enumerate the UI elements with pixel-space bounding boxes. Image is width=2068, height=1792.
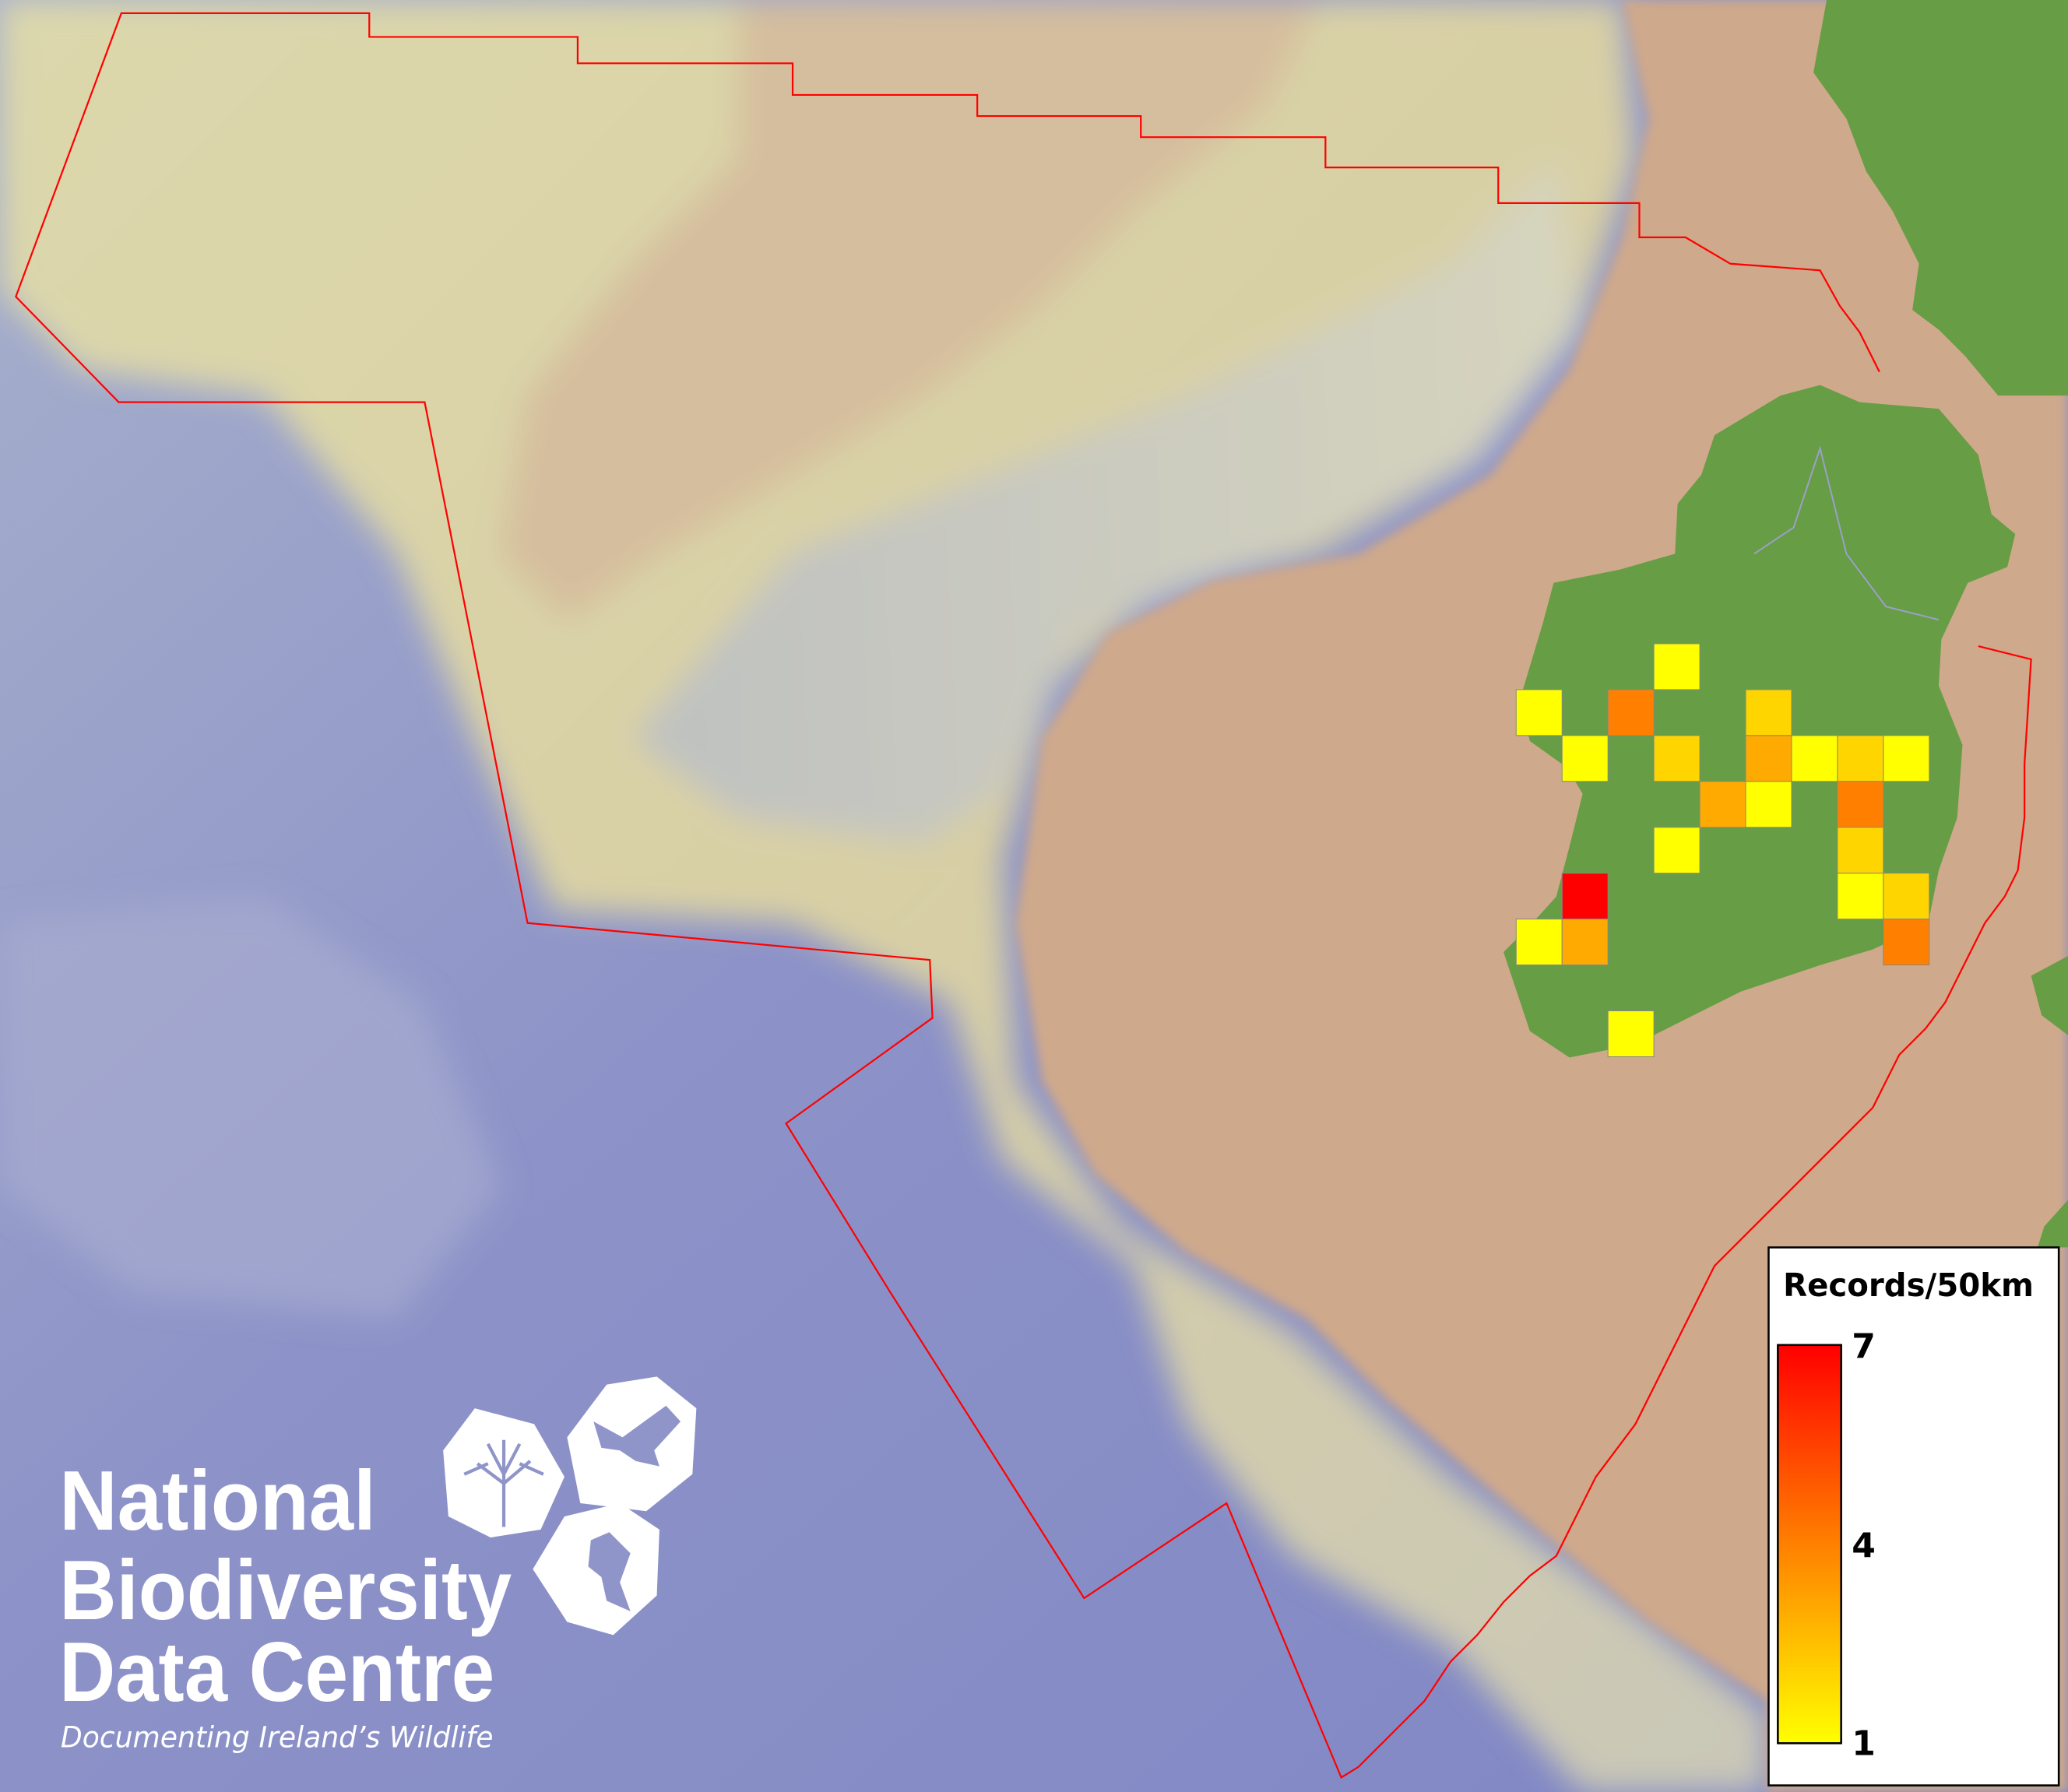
scotland-landmass xyxy=(1813,0,2068,396)
logo-line-data-centre: Data Centre xyxy=(59,1625,494,1719)
grid-cell xyxy=(1745,781,1792,828)
wales-landmass xyxy=(2031,956,2068,1035)
grid-cell xyxy=(1607,689,1655,736)
grid-cell xyxy=(1561,735,1609,782)
legend-mid-label: 4 xyxy=(1852,1526,1876,1565)
logo-tagline: Documenting Ireland’s Wildlife xyxy=(61,1720,494,1754)
legend: Records/50km 7 4 1 xyxy=(1767,1246,2060,1787)
grid-cell xyxy=(1607,1010,1655,1057)
grid-cell xyxy=(1837,873,1884,920)
butterfly-icon xyxy=(567,1376,697,1512)
continental-shelf xyxy=(0,0,1767,1792)
legend-colorbar xyxy=(1777,1344,1842,1745)
seahorse-icon xyxy=(533,1503,659,1636)
grid-cell xyxy=(1745,689,1792,736)
grid-cell xyxy=(1837,781,1884,828)
grid-cell xyxy=(1699,781,1746,828)
grid-cell xyxy=(1515,919,1563,966)
logo-line-national: National xyxy=(59,1453,376,1548)
grid-cell xyxy=(1745,735,1792,782)
grid-cell xyxy=(1561,919,1609,966)
grid-cell xyxy=(1653,643,1700,690)
grid-cell xyxy=(1837,735,1884,782)
grid-cell xyxy=(1653,827,1700,874)
grid-cell xyxy=(1883,919,1930,966)
legend-min-label: 1 xyxy=(1852,1724,1876,1764)
eez-boundary-line xyxy=(15,12,2032,1779)
logo-line-biodiversity: Biodiversity xyxy=(59,1543,512,1637)
tree-icon xyxy=(443,1408,564,1538)
grid-cell xyxy=(1515,689,1563,736)
legend-title: Records/50km xyxy=(1783,1267,2034,1304)
grid-cell xyxy=(1883,735,1930,782)
records-grid xyxy=(1515,643,1930,1057)
grid-cell xyxy=(1561,873,1609,920)
nbdc-logo: National Biodiversity Data Centre Docume… xyxy=(59,1376,697,1754)
grid-cell xyxy=(1883,873,1930,920)
grid-cell xyxy=(1653,735,1700,782)
legend-max-label: 7 xyxy=(1852,1327,1876,1367)
grid-cell xyxy=(1837,827,1884,874)
grid-cell xyxy=(1791,735,1838,782)
cornwall-landmass xyxy=(2038,1200,2068,1248)
northern-ireland-border xyxy=(1753,445,1940,621)
